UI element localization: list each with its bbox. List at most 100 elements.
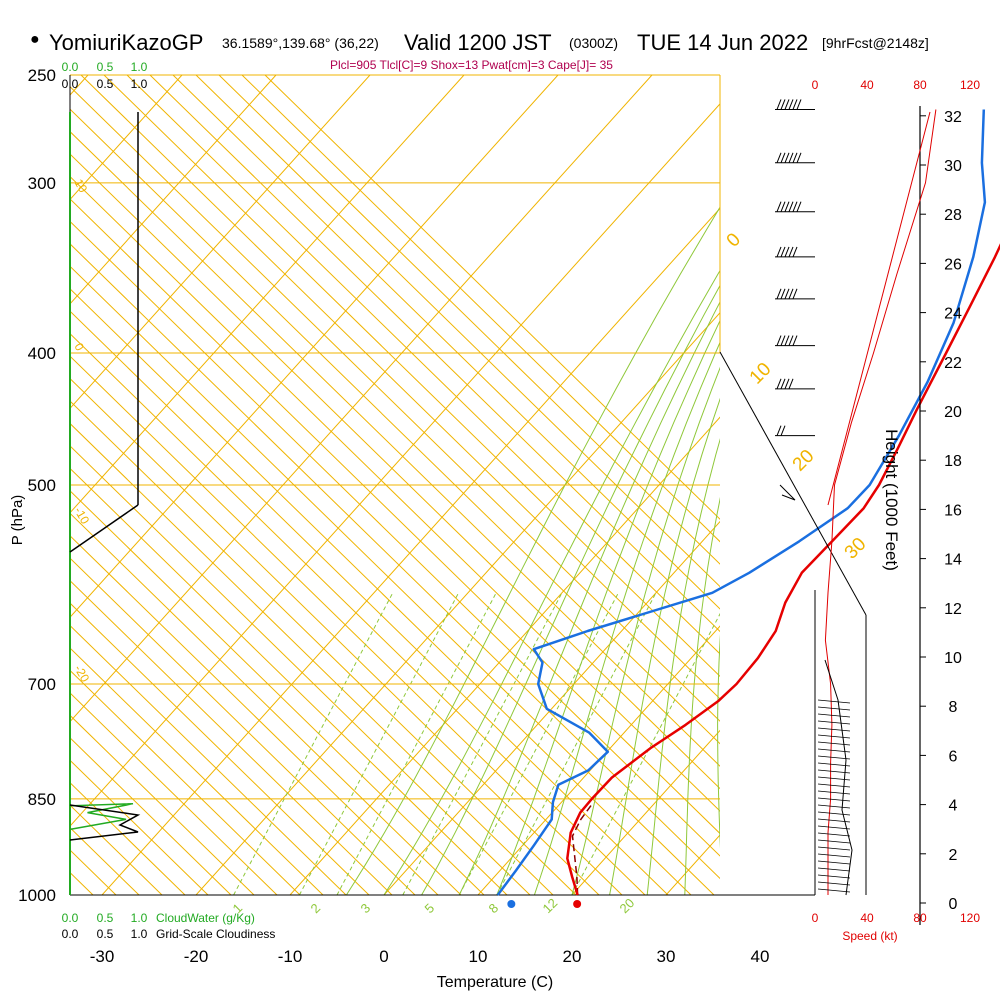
- wind-speed-scale-top: 80: [913, 78, 927, 92]
- height-tick-label: 32: [944, 109, 962, 126]
- wind-barb-flag: [788, 201, 794, 212]
- wind-barb-flag: [780, 246, 786, 258]
- wind-barb-low: [817, 706, 851, 711]
- cloud-water-trace: [69, 802, 134, 895]
- dry-adiabat-line: [0, 75, 24, 895]
- wind-barb-flag: [776, 288, 782, 300]
- wind-barb: [775, 378, 815, 390]
- wind-speed-label: Speed (kt): [842, 929, 897, 943]
- surface-dewpoint-marker: [507, 900, 516, 908]
- dry-adiabat-line: [0, 75, 1, 895]
- wind-barb-low: [817, 762, 851, 767]
- wind-barb-low: [817, 727, 851, 732]
- wind-barb-flag: [780, 152, 786, 163]
- mixing-ratio-line: [233, 592, 394, 895]
- mixing-ratio-line: [571, 612, 720, 895]
- mixing-ratio-line: [458, 592, 619, 895]
- wind-barb-flag: [780, 99, 786, 110]
- wind-barb-flag: [780, 201, 786, 212]
- height-tick-label: 2: [949, 847, 958, 864]
- dry-adiabat-line: [70, 557, 416, 895]
- pressure-tick-label: 1000: [18, 886, 56, 905]
- dry-adiabat-label: 0: [71, 341, 87, 354]
- wind-barb-low: [817, 804, 851, 809]
- wind-barb-low: [817, 811, 851, 816]
- pressure-tick-label: 500: [28, 476, 56, 495]
- height-tick-label: 8: [949, 699, 958, 716]
- dry-adiabat-line: [70, 737, 232, 895]
- dry-adiabat-line: [70, 669, 301, 895]
- wind-speed-scale-top: 0: [812, 78, 819, 92]
- wind-barb-flag: [784, 201, 790, 212]
- wind-barb-low: [817, 832, 851, 837]
- mixing-ratio-line: [496, 592, 657, 895]
- wind-barb-low: [817, 755, 851, 760]
- wind-barb-flag: [788, 378, 794, 390]
- wind-barb-flag: [792, 335, 798, 346]
- surface-temperature-marker: [573, 900, 582, 908]
- cloud-water-scale-bottom: 1.0: [131, 911, 148, 925]
- temperature-tick-label: 30: [657, 947, 676, 966]
- valid-date: TUE 14 Jun 2022: [637, 30, 809, 55]
- mixing-ratio-line: [336, 592, 497, 895]
- wind-barb-flag: [796, 152, 802, 163]
- height-tick-label: 0: [949, 896, 958, 913]
- dewpoint-trace: [496, 109, 987, 896]
- wind-barb-flag: [792, 99, 798, 110]
- wind-barb: [775, 425, 815, 437]
- cloudiness-scale-bottom: 0.5: [97, 927, 114, 941]
- wind-barb-flag: [776, 425, 782, 436]
- cloudiness-low-trace: [69, 804, 141, 841]
- cloud-water-scale-bottom: 0.0: [62, 911, 79, 925]
- height-tick-label: 28: [944, 207, 962, 224]
- wind-barb: [775, 99, 815, 110]
- wind-barb: [775, 335, 815, 347]
- mixing-ratio-line: [402, 592, 563, 895]
- station-bullet-icon: ●: [30, 31, 40, 48]
- wind-barb-flag: [788, 288, 794, 300]
- isotherm-label: 30: [841, 534, 871, 564]
- moist-adiabat-line: [571, 366, 720, 895]
- height-tick-label: 10: [944, 650, 962, 667]
- temperature-tick-label: 40: [751, 947, 770, 966]
- moist-adiabat-line: [496, 319, 720, 895]
- mixing-ratio-label: 12: [540, 895, 561, 916]
- wind-barb-low: [817, 839, 851, 844]
- wind-barb-low: [817, 825, 851, 830]
- wind-barb-mid: [779, 484, 796, 501]
- dry-adiabat-line: [70, 714, 255, 895]
- height-tick-label: 14: [944, 552, 962, 569]
- wind-barb-low: [817, 741, 851, 746]
- wind-speed-upper-trace: [827, 111, 931, 506]
- temperature-tick-label: 20: [563, 947, 582, 966]
- mixing-ratio-label: 3: [358, 900, 374, 916]
- wind-barb-flag: [780, 288, 786, 300]
- height-tick-label: 26: [944, 256, 962, 273]
- cloud-water-scale-top: 0.5: [97, 60, 114, 74]
- wind-barb-low: [817, 867, 851, 872]
- sounding-indices: Plcl=905 Tlcl[C]=9 Shox=13 Pwat[cm]=3 Ca…: [330, 58, 613, 72]
- wind-panel-diagonal: [719, 351, 867, 616]
- parcel-trace: [571, 801, 595, 896]
- cloud-water-scale-top: 0.0: [62, 60, 79, 74]
- temperature-tick-label: -10: [278, 947, 303, 966]
- wind-barb-flag: [780, 378, 786, 390]
- valid-time: Valid 1200 JST: [404, 30, 552, 55]
- wind-barb-flag: [776, 201, 782, 212]
- mixing-ratio-line: [298, 592, 459, 895]
- pressure-tick-label: 400: [28, 344, 56, 363]
- wind-barb-low: [817, 720, 851, 725]
- temperature-tick-label: -20: [184, 947, 209, 966]
- moist-adiabat-line: [533, 341, 720, 895]
- temperature-tick-label: -30: [90, 947, 115, 966]
- wind-barb-flag: [776, 378, 782, 390]
- wind-barb-low: [817, 888, 851, 893]
- wind-speed-scale-bottom: 40: [860, 911, 874, 925]
- wind-barb-flag: [784, 246, 790, 258]
- wind-speed-scale-top: 120: [960, 78, 980, 92]
- isotherm-line: [571, 729, 720, 895]
- wind-barb-flag: [784, 378, 790, 390]
- wind-barb-low: [817, 776, 851, 781]
- wind-speed-scale-top: 40: [860, 78, 874, 92]
- wind-speed-scale-bottom: 0: [812, 911, 819, 925]
